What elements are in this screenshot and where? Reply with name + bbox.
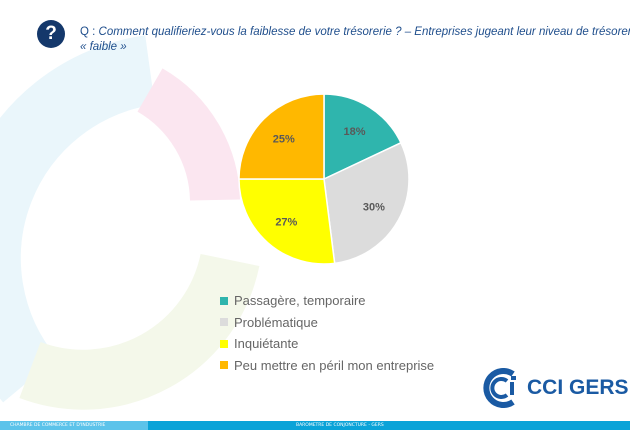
question-text: Q : Comment qualifieriez-vous la faibles… xyxy=(80,25,630,55)
footer-left-text: CHAMBRE DE COMMERCE ET D'INDUSTRIE xyxy=(0,421,148,430)
footer-center-text: BAROMETRE DE CONJONCTURE - GERS xyxy=(296,423,384,428)
legend-swatch xyxy=(220,361,228,370)
cci-logo-icon xyxy=(483,368,516,408)
legend-label: Passagère, temporaire xyxy=(234,293,366,309)
pie-data-label: 25% xyxy=(273,134,295,146)
legend-swatch xyxy=(220,296,228,305)
pie-data-label: 18% xyxy=(343,126,365,138)
legend-item: Peu mettre en péril mon entreprise xyxy=(220,355,434,377)
pie-data-label: 27% xyxy=(275,217,297,229)
legend-label: Problématique xyxy=(234,314,318,330)
legend-label: Peu mettre en péril mon entreprise xyxy=(234,357,435,373)
pie-data-label: 30% xyxy=(363,201,385,213)
question-line-1: Comment qualifieriez-vous la faiblesse d… xyxy=(98,26,630,38)
question-prefix: Q : xyxy=(80,26,99,38)
legend-item: Problématique xyxy=(220,312,434,334)
pie-slice xyxy=(323,141,410,265)
question-line-2: « faible » xyxy=(80,41,127,53)
decor-arc-blue xyxy=(0,35,156,403)
decor-arc-green xyxy=(19,253,260,410)
question-icon: ? xyxy=(37,20,65,48)
pie-slice xyxy=(323,93,402,181)
legend-swatch xyxy=(220,339,228,348)
logo-text: CCI GERS xyxy=(527,376,629,399)
cci-gers-logo: CCI GERS xyxy=(483,368,629,408)
legend-item: Passagère, temporaire xyxy=(220,290,434,312)
legend-item: Inquiétante xyxy=(220,333,434,355)
footer-bar: CHAMBRE DE COMMERCE ET D'INDUSTRIE BAROM… xyxy=(0,421,630,430)
pie-slice xyxy=(238,178,336,265)
legend-label: Inquiétante xyxy=(234,336,299,352)
legend-swatch xyxy=(220,318,228,327)
chart-legend: Passagère, temporaire Problématique Inquié… xyxy=(220,290,434,376)
pie-slice xyxy=(238,93,325,180)
decor-arc-pink xyxy=(136,68,240,202)
